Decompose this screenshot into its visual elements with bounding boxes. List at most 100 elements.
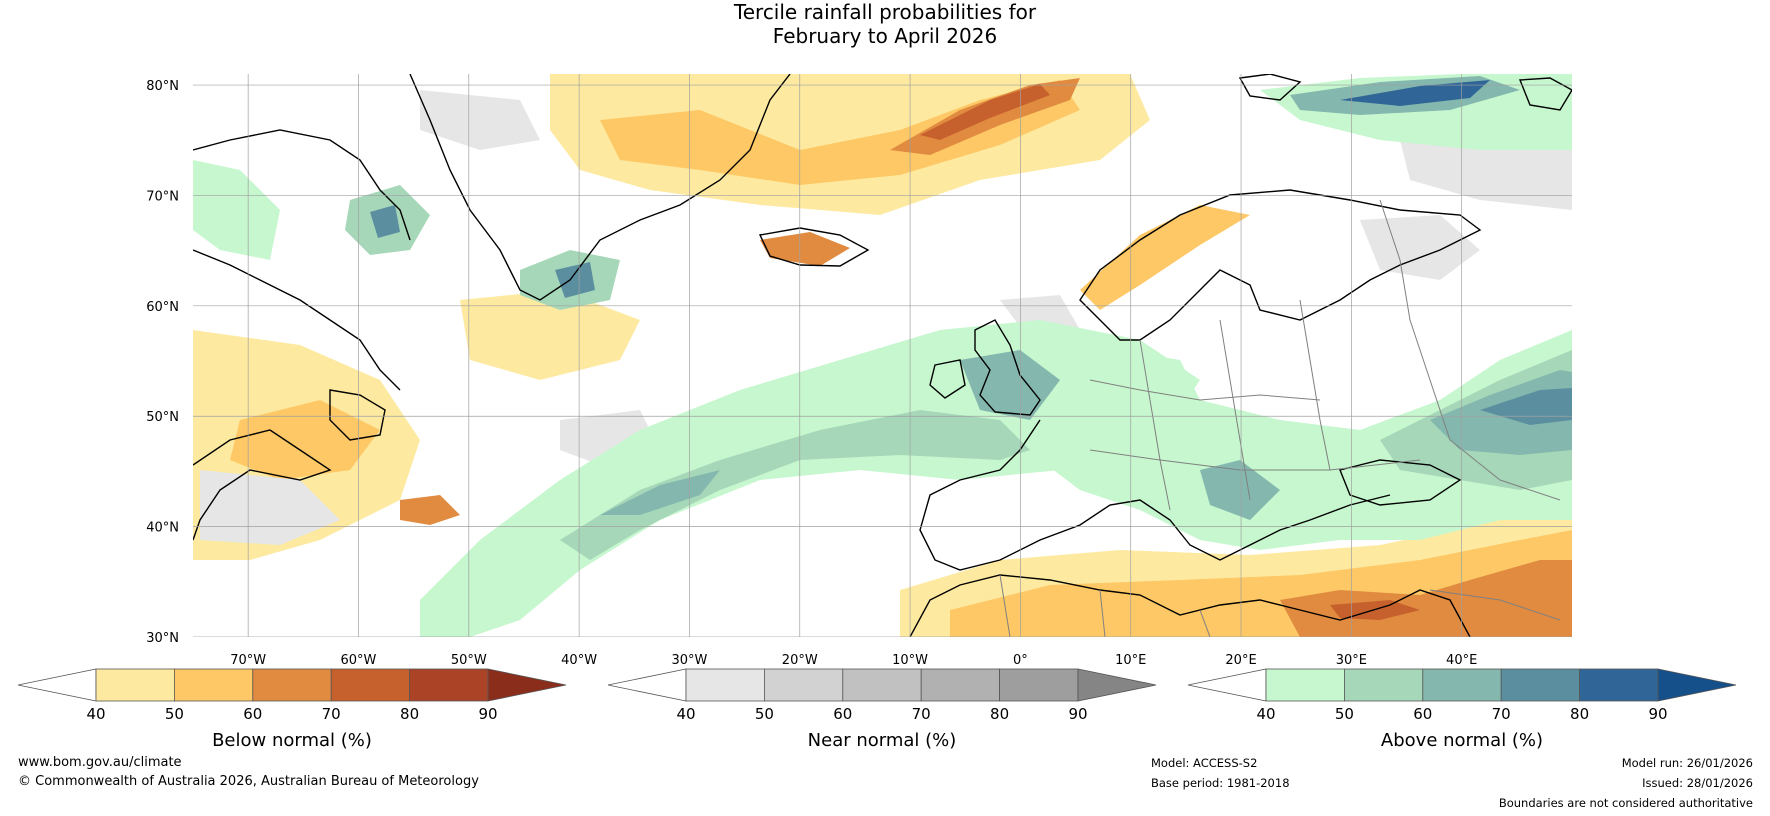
above-normal-area-baffin-core	[370, 205, 400, 238]
colorbar-tick-label: 70	[322, 705, 341, 723]
boundary-africa-4	[1429, 589, 1561, 621]
coastline-north-america-east	[193, 429, 332, 541]
boundary-africa-3	[1199, 609, 1211, 637]
below-normal-area-north-atlantic-60	[600, 80, 1080, 185]
below-normal-area-iceland	[760, 232, 850, 266]
coastline-black-sea	[1339, 459, 1462, 506]
coastline-ireland	[929, 359, 966, 399]
colorbar-upper-extension	[1077, 668, 1157, 702]
above-normal-area-balkans	[1200, 460, 1280, 520]
colorbar-tick-label: 60	[833, 705, 852, 723]
colorbar-segment	[920, 668, 1001, 702]
near-normal-area-4	[200, 470, 340, 545]
longitude-label: 10°W	[892, 653, 928, 668]
colorbar-tick-label: 90	[478, 705, 497, 723]
map-title: Tercile rainfall probabilities for Febru…	[0, 0, 1770, 48]
longitude-label: 20°E	[1225, 653, 1256, 668]
colorbar-segment	[330, 668, 411, 702]
boundary-europe-4	[1299, 299, 1331, 471]
below-normal-area-atlantic-mid	[460, 290, 640, 380]
issued-date: Issued: 28/01/2026	[1642, 776, 1753, 790]
colorbar-segment	[1265, 668, 1345, 702]
above-normal-area-greenland-core	[555, 262, 595, 298]
colorbar-tick-label: 90	[1068, 705, 1087, 723]
above-normal-area-barents-80	[1340, 80, 1490, 106]
latitude-label: 80°N	[146, 79, 179, 94]
gridlines	[193, 74, 1572, 637]
above-normal-area-russia-core-70	[1480, 388, 1572, 425]
above-normal-area-atlantic-band-60	[600, 470, 720, 515]
colorbar-tick-label: 60	[1413, 705, 1432, 723]
colorbar-segment	[1579, 668, 1659, 702]
colorbar-segment	[764, 668, 844, 702]
footer-left: www.bom.gov.au/climate © Commonwealth of…	[18, 753, 479, 791]
latitude-labels: 80°N 70°N 60°N 50°N 40°N 30°N	[146, 79, 179, 646]
colorbar-tick-label: 60	[243, 705, 262, 723]
colorbar-title: Below normal (%)	[212, 730, 372, 751]
latitude-label: 40°N	[146, 521, 179, 536]
colorbar-upper-extension	[1657, 668, 1737, 702]
footer-run-info: Model run: 26/01/2026 Issued: 28/01/2026…	[1499, 753, 1753, 813]
map-panel	[193, 74, 1572, 637]
coastline-greenland	[409, 74, 791, 301]
colorbar-segment	[842, 668, 922, 702]
colorbar-segment	[409, 668, 489, 702]
colorbar-upper-extension	[487, 668, 567, 702]
colorbar-tick-label: 40	[86, 705, 105, 723]
coastline-newfoundland	[329, 389, 386, 441]
colorbar-tick-label: 70	[1492, 705, 1511, 723]
colorbar-3: 40 50 60 70 80 90 Above normal (%)	[1187, 668, 1737, 751]
colorbar-lower-extension	[17, 668, 97, 702]
colorbar-lower-extension	[607, 668, 687, 702]
below-normal-area-canada-60	[230, 400, 380, 480]
above-normal-area-uk	[960, 350, 1060, 420]
boundary-europe-5	[1089, 449, 1421, 471]
longitude-label: 40°E	[1446, 653, 1477, 668]
colorbar-tick-label: 80	[990, 705, 1009, 723]
boundary-africa-1	[999, 574, 1011, 637]
below-normal-area-norway	[1080, 205, 1250, 310]
longitude-labels: 70°W 60°W 50°W 40°W 30°W 20°W 10°W 0° 10°E 20°E 30…	[230, 653, 1477, 668]
colorbar-tick-label: 90	[1648, 705, 1667, 723]
colorbar-segment	[173, 668, 254, 702]
coastline-iceland	[758, 227, 870, 267]
longitude-label: 40°W	[561, 653, 597, 668]
coastline-novaya-zemlya	[1518, 77, 1572, 111]
colorbar-tick-label: 50	[1335, 705, 1354, 723]
coastline-svalbard	[1238, 74, 1302, 101]
coastline-europe-west	[919, 419, 1391, 571]
longitude-label: 70°W	[230, 653, 266, 668]
colorbar-segment	[1422, 668, 1502, 702]
coastline-scandinavia	[1079, 189, 1482, 341]
latitude-label: 50°N	[146, 410, 179, 425]
longitude-label: 10°E	[1115, 653, 1146, 668]
latitude-label: 30°N	[146, 631, 179, 646]
longitude-label: 50°W	[451, 653, 487, 668]
above-normal-area-atlantic-band-50	[560, 410, 1060, 560]
colorbar-segment	[95, 668, 175, 702]
colorbar-1: 40 50 60 70 80 90 Below normal (%)	[17, 668, 567, 751]
base-period: Base period: 1981-2018	[1151, 776, 1290, 790]
colorbar-tick-label: 70	[912, 705, 931, 723]
colorbar-2: 40 50 60 70 80 90 Near normal (%)	[607, 668, 1157, 751]
coastline-canada-arctic	[193, 129, 411, 241]
model-name: Model: ACCESS-S2	[1151, 756, 1258, 770]
longitude-label: 30°W	[671, 653, 707, 668]
boundaries-disclaimer: Boundaries are not considered authoritat…	[1498, 796, 1753, 810]
longitude-label: 0°	[1013, 653, 1028, 668]
below-normal-area-jet-core	[920, 84, 1050, 140]
colorbar-segment	[1500, 668, 1580, 702]
longitude-label: 60°W	[341, 653, 377, 668]
boundary-europe-2	[1139, 339, 1171, 511]
above-normal-shading	[193, 74, 1572, 637]
colorbar-tick-label: 40	[1256, 705, 1275, 723]
coastlines	[193, 74, 1572, 637]
website-link[interactable]: www.bom.gov.au/climate	[18, 755, 182, 770]
above-normal-area-labrador	[193, 160, 280, 260]
latitude-label: 60°N	[146, 300, 179, 315]
footer-model-info: Model: ACCESS-S2 Base period: 1981-2018	[1151, 753, 1290, 793]
longitude-label: 30°E	[1336, 653, 1367, 668]
model-run-date: Model run: 26/01/2026	[1621, 756, 1753, 770]
below-normal-area-atlantic-40n	[400, 495, 460, 525]
